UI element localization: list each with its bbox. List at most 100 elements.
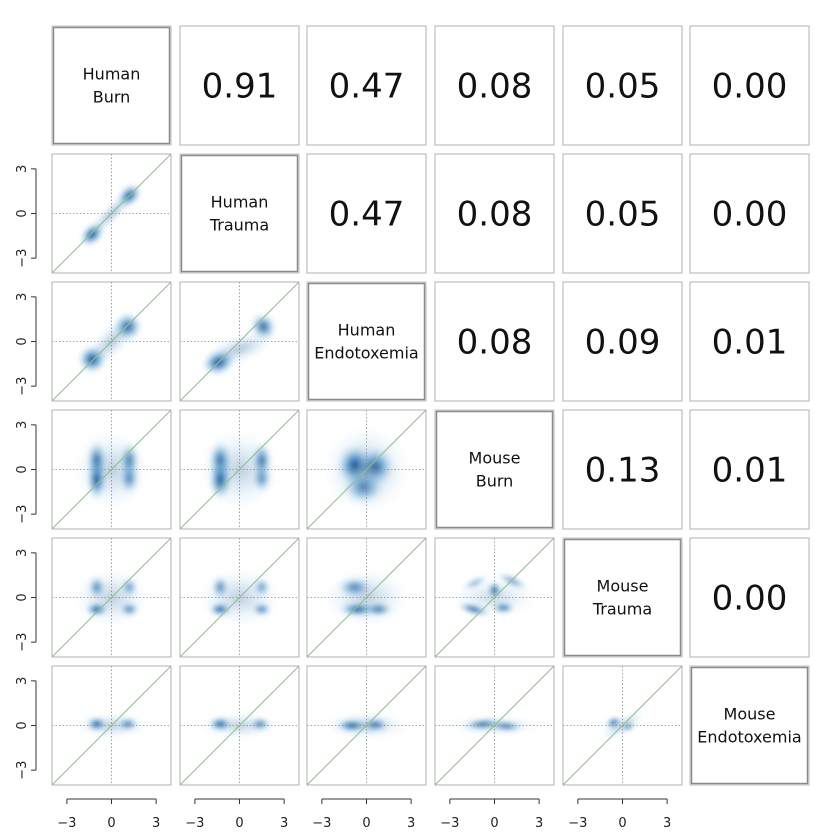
y-tick-label: 0 <box>15 337 30 345</box>
y-tick-label: 3 <box>15 293 30 301</box>
panel-frame <box>179 409 300 530</box>
correlation-cell <box>689 409 810 530</box>
panel-frame <box>51 281 172 402</box>
x-tick-label: 0 <box>618 816 626 831</box>
identity-line <box>52 666 171 785</box>
x-tick-label: 3 <box>280 816 288 831</box>
correlation-cell <box>434 25 555 146</box>
correlation-value: 0.91 <box>202 67 278 107</box>
variable-label: Human <box>83 65 141 84</box>
variable-label: Trauma <box>209 216 269 235</box>
density-panel <box>435 666 554 785</box>
correlation-cell <box>306 25 427 146</box>
y-tick-label: −3 <box>15 505 30 524</box>
correlation-cell <box>689 25 810 146</box>
panel-frame <box>306 409 427 530</box>
identity-line <box>52 282 171 401</box>
variable-label: Endotoxemia <box>314 344 418 363</box>
x-tick-label: −3 <box>312 816 331 831</box>
density-panel <box>52 154 171 273</box>
variable-label: Mouse <box>469 449 521 468</box>
density-panel <box>180 538 299 657</box>
panel-frame <box>562 665 683 786</box>
panel-frame <box>51 409 172 530</box>
y-tick-label: 3 <box>15 549 30 557</box>
correlation-value: 0.00 <box>712 195 788 235</box>
diagonal-inner-frame <box>52 26 171 145</box>
diagonal-cell-6 <box>689 665 810 786</box>
correlation-value: 0.08 <box>457 323 533 363</box>
correlation-value: 0.00 <box>712 67 788 107</box>
correlation-cell <box>562 25 683 146</box>
panel-frame <box>179 665 300 786</box>
density-panel <box>563 666 682 785</box>
panel-frame <box>306 665 427 786</box>
y-tick-label: 0 <box>15 209 30 217</box>
correlation-value: 0.47 <box>329 67 405 107</box>
x-tick-label: −3 <box>185 816 204 831</box>
x-tick-label: 0 <box>235 816 243 831</box>
correlation-cell <box>179 25 300 146</box>
density-panel <box>180 666 299 785</box>
identity-line <box>435 538 554 657</box>
x-tick-label: −3 <box>440 816 459 831</box>
density-panel <box>307 538 426 657</box>
panel-frame <box>179 281 300 402</box>
correlation-value: 0.08 <box>457 195 533 235</box>
diagonal-inner-frame <box>180 154 299 273</box>
identity-line <box>52 538 171 657</box>
identity-line <box>52 410 171 529</box>
identity-line <box>435 666 554 785</box>
correlation-cell <box>562 409 683 530</box>
x-tick-label: 0 <box>107 816 115 831</box>
variable-label: Trauma <box>592 600 652 619</box>
variable-label: Endotoxemia <box>697 728 801 747</box>
y-tick-label: −3 <box>15 761 30 780</box>
variable-label: Mouse <box>597 577 649 596</box>
x-tick-label: −3 <box>568 816 587 831</box>
x-tick-label: 3 <box>152 816 160 831</box>
correlation-cell <box>434 281 555 402</box>
correlation-cell <box>562 281 683 402</box>
density-panel <box>435 538 554 657</box>
correlation-cell <box>434 153 555 274</box>
x-tick-label: 3 <box>407 816 415 831</box>
identity-line <box>563 666 682 785</box>
x-tick-label: 0 <box>490 816 498 831</box>
variable-label: Burn <box>93 88 131 107</box>
diagonal-cell-5 <box>562 537 683 658</box>
identity-line <box>180 410 299 529</box>
x-tick-label: 3 <box>535 816 543 831</box>
correlation-value: 0.13 <box>585 451 661 491</box>
density-panel <box>52 538 171 657</box>
y-tick-label: 3 <box>15 677 30 685</box>
correlation-value: 0.05 <box>585 195 661 235</box>
diagonal-inner-frame <box>563 538 682 657</box>
identity-line <box>180 282 299 401</box>
density-panel <box>180 282 299 401</box>
y-tick-label: 3 <box>15 165 30 173</box>
variable-label: Human <box>211 193 269 212</box>
y-tick-label: 3 <box>15 421 30 429</box>
correlation-cell <box>689 281 810 402</box>
variable-label: Human <box>338 321 396 340</box>
correlation-value: 0.05 <box>585 67 661 107</box>
panel-frame <box>179 537 300 658</box>
diagonal-cell-3 <box>306 281 427 402</box>
y-tick-label: −3 <box>15 377 30 396</box>
diagonal-inner-frame <box>690 666 809 785</box>
correlation-value: 0.01 <box>712 451 788 491</box>
diagonal-inner-frame <box>307 282 426 401</box>
correlation-value: 0.47 <box>329 195 405 235</box>
correlation-value: 0.08 <box>457 67 533 107</box>
correlation-cell <box>562 153 683 274</box>
x-tick-label: 3 <box>663 816 671 831</box>
x-tick-label: −3 <box>57 816 76 831</box>
correlation-cell <box>689 537 810 658</box>
identity-line <box>180 666 299 785</box>
diagonal-inner-frame <box>435 410 554 529</box>
y-tick-label: 0 <box>15 593 30 601</box>
diagonal-cell-1 <box>51 25 172 146</box>
identity-line <box>52 154 171 273</box>
